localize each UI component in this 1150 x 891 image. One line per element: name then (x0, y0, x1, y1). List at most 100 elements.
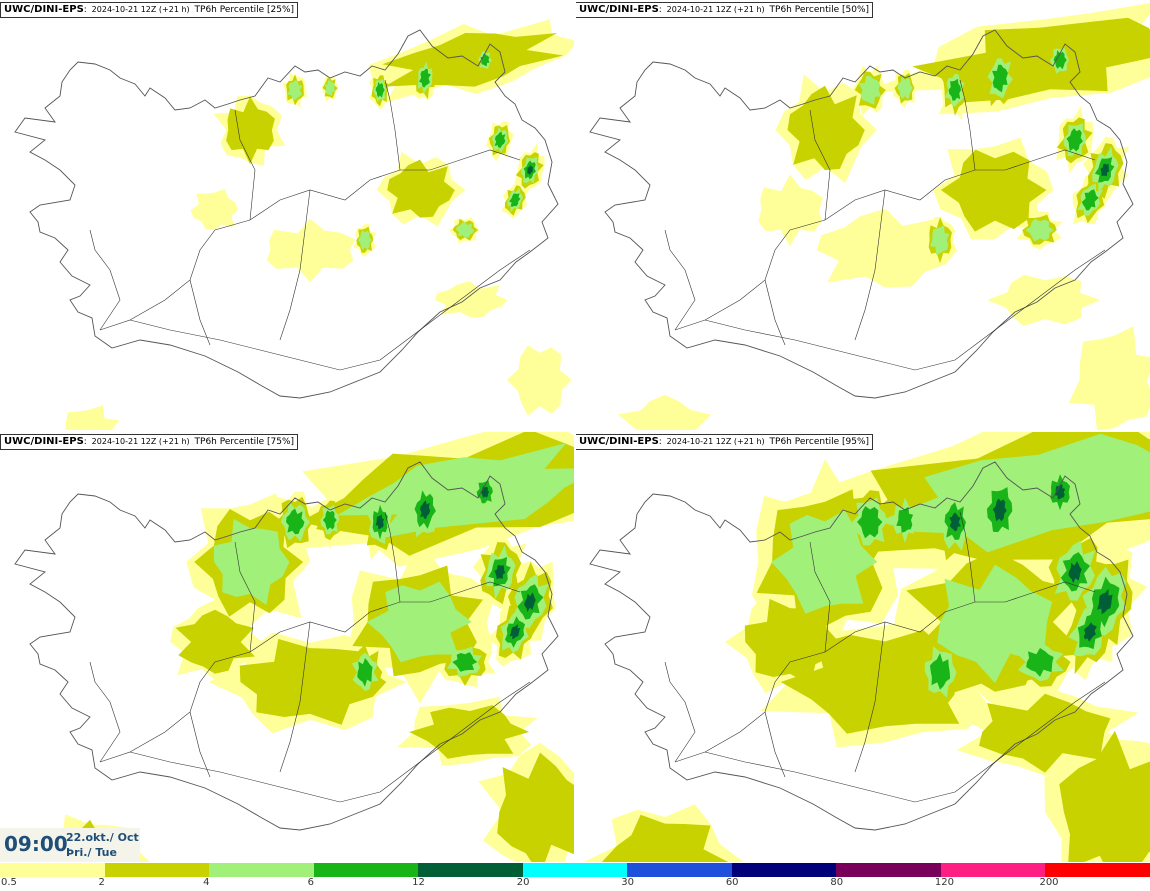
road-line (704, 681, 1106, 803)
precip-contour (858, 75, 882, 105)
precip-contour (375, 81, 385, 98)
precip-contour (744, 598, 840, 685)
colorbar-swatch (836, 863, 942, 877)
precip-contour (213, 518, 290, 605)
precip-contour (940, 149, 1047, 232)
precip-contour (226, 96, 275, 165)
valid-date: 22.okt./ Oct (66, 831, 139, 844)
road-line (279, 189, 311, 341)
road-line (809, 541, 831, 653)
precip-contour (987, 274, 1101, 326)
road-line (129, 681, 531, 803)
run-time: 2024-10-21 12Z (+21 h) (666, 5, 765, 14)
precip-contour (758, 174, 823, 247)
precip-contour (190, 189, 238, 230)
field-name: TP6h Percentile [50%] (769, 5, 870, 15)
road-line (809, 109, 831, 221)
precip-contour (506, 345, 572, 416)
precip-contour (524, 592, 536, 613)
colorbar-swatch (731, 863, 837, 877)
precip-contour (434, 281, 508, 318)
precip-field (64, 19, 575, 431)
road-line (89, 661, 121, 763)
road-line (99, 581, 521, 763)
panel-title: UWC/DINI-EPS: 2024-10-21 12Z (+21 h) TP6… (0, 2, 299, 18)
precip-contour (896, 506, 914, 533)
valid-time-box: 09:00 22.okt./ Oct Þri./ Tue (0, 828, 140, 862)
precip-map (14, 19, 575, 431)
road-line (704, 249, 1106, 371)
precip-contour (357, 658, 373, 687)
precip-contour (857, 506, 883, 539)
colorbar-tick-label: 120 (934, 877, 954, 888)
map-panel-p95: UWC/DINI-EPS: 2024-10-21 12Z (+21 h) TP6… (575, 432, 1150, 863)
precip-contour (992, 498, 1007, 522)
colorbar-swatch (418, 863, 524, 877)
colorbar-tick-label: 4 (203, 877, 210, 888)
precip-contour (912, 17, 1150, 103)
iceland-coastline (589, 461, 1134, 831)
precip-contour (287, 80, 303, 101)
precip-contour (816, 208, 958, 288)
precip-contour (494, 564, 506, 580)
colorbar-tick-label: 200 (1039, 877, 1059, 888)
model-name: UWC/DINI-EPS (4, 436, 84, 447)
road-line (384, 511, 401, 603)
precip-map (589, 2, 1150, 431)
road-line (674, 581, 1096, 763)
precip-contour (419, 68, 431, 88)
precip-contour (64, 405, 120, 431)
precip-contour (497, 752, 575, 863)
road-line (279, 621, 311, 773)
precip-contour (1100, 163, 1110, 177)
road-line (384, 79, 401, 171)
precip-map (583, 432, 1150, 863)
colorbar-swatch (627, 863, 733, 877)
road-line (664, 661, 696, 763)
colorbar-tick-label: 20 (516, 877, 530, 888)
precip-contour (387, 159, 455, 218)
precip-contour (266, 218, 356, 283)
precip-contour (1054, 484, 1066, 500)
panel-title: UWC/DINI-EPS: 2024-10-21 12Z (+21 h) TP6… (575, 2, 874, 18)
precip-field (35, 432, 575, 863)
iceland-coastline (14, 461, 559, 831)
colorbar-tick-label: 2 (98, 877, 105, 888)
precip-contour (1068, 561, 1082, 584)
model-name: UWC/DINI-EPS (579, 4, 659, 15)
precip-field (583, 432, 1150, 863)
colorbar-tick-label: 60 (725, 877, 739, 888)
valid-time: 09:00 (4, 832, 68, 856)
map-panel-p75: UWC/DINI-EPS: 2024-10-21 12Z (+21 h) TP6… (0, 432, 575, 863)
colorbar-tick-label: 0.5 (1, 877, 17, 888)
road-line (99, 149, 521, 331)
colorbar-swatch (104, 863, 210, 877)
colorbar-swatch (0, 863, 105, 877)
road-line (189, 711, 211, 778)
iceland-coastline (14, 29, 559, 399)
road-line (764, 711, 786, 778)
valid-day: Þri./ Tue (66, 846, 117, 859)
precip-contour (452, 652, 478, 672)
precip-contour (420, 500, 431, 519)
road-line (674, 149, 1096, 331)
precip-contour (992, 64, 1008, 93)
precip-contour (494, 131, 506, 148)
road-line (234, 109, 256, 221)
precip-contour (175, 609, 255, 674)
precip-contour (601, 814, 729, 863)
road-line (854, 621, 886, 773)
colorbar-swatch (522, 863, 628, 877)
run-time: 2024-10-21 12Z (+21 h) (91, 437, 190, 446)
precip-contour (366, 581, 472, 663)
colorbar-tick-label: 6 (307, 877, 314, 888)
colorbar-swatch (1045, 863, 1150, 877)
road-line (764, 279, 786, 346)
colorbar-swatch (940, 863, 1046, 877)
model-name: UWC/DINI-EPS (579, 436, 659, 447)
precip-contour (618, 394, 712, 431)
precip-contour (1081, 189, 1099, 211)
precip-contour (771, 510, 878, 614)
precip-field (618, 2, 1150, 431)
precip-contour (1053, 50, 1067, 70)
